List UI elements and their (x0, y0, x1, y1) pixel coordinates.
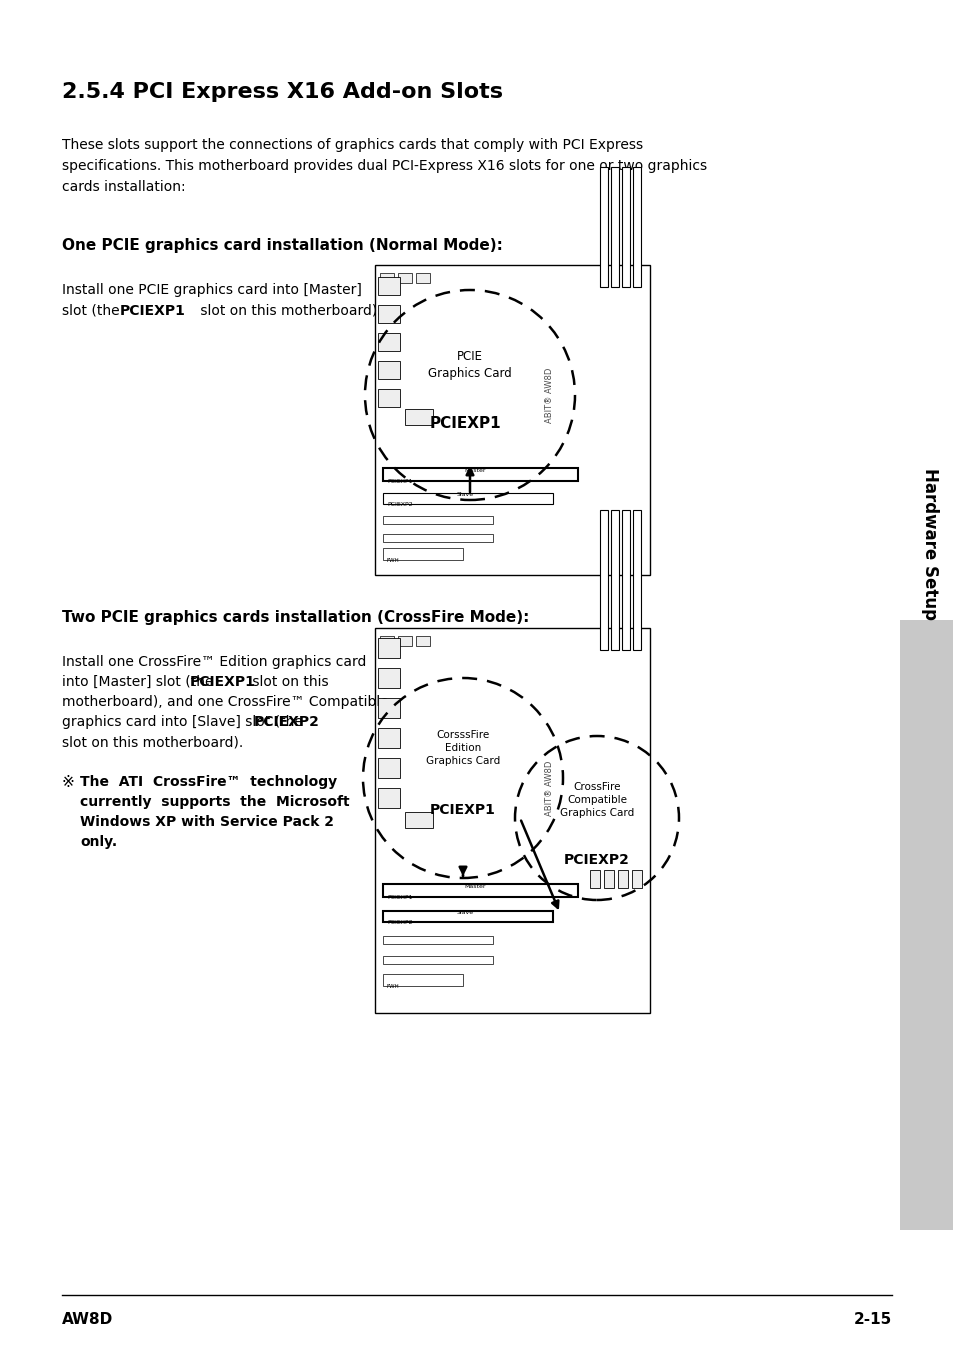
Text: PCIEXP2: PCIEXP2 (253, 715, 319, 729)
Text: The  ATI  CrossFire™  technology: The ATI CrossFire™ technology (80, 775, 336, 790)
Bar (405, 410, 433, 425)
Text: PCIEXP1: PCIEXP1 (120, 304, 186, 318)
Text: currently  supports  the  Microsoft: currently supports the Microsoft (80, 795, 349, 808)
Bar (899, 621, 953, 1230)
Text: These slots support the connections of graphics cards that comply with PCI Expre: These slots support the connections of g… (62, 138, 706, 195)
Text: 2-15: 2-15 (853, 1311, 891, 1328)
Bar (599, 168, 607, 287)
Bar (599, 510, 607, 650)
Text: PCIEXP1: PCIEXP1 (430, 803, 496, 817)
Text: PCIE
Graphics Card: PCIE Graphics Card (428, 350, 512, 380)
Text: ※: ※ (62, 775, 74, 790)
Text: PCIEXP1: PCIEXP1 (387, 479, 412, 484)
Text: Windows XP with Service Pack 2: Windows XP with Service Pack 2 (80, 815, 334, 829)
Text: Master: Master (464, 469, 485, 473)
Bar (631, 869, 641, 888)
Text: Install one PCIE graphics card into [Master]: Install one PCIE graphics card into [Mas… (62, 283, 361, 297)
Text: PCIEXP1: PCIEXP1 (429, 415, 500, 430)
Bar (633, 510, 640, 650)
Text: One PCIE graphics card installation (Normal Mode):: One PCIE graphics card installation (Nor… (62, 238, 502, 253)
Bar (375, 627, 649, 1013)
Bar (377, 698, 399, 718)
Text: FWH: FWH (387, 558, 399, 562)
Text: PCIEXP2: PCIEXP2 (563, 853, 629, 867)
Text: slot on this motherboard).: slot on this motherboard). (62, 735, 243, 749)
Bar (416, 635, 430, 646)
Bar (377, 333, 399, 352)
Text: PCIEXP2: PCIEXP2 (387, 502, 413, 507)
Bar (382, 973, 462, 986)
Text: 2.5.4 PCI Express X16 Add-on Slots: 2.5.4 PCI Express X16 Add-on Slots (62, 82, 502, 101)
Bar (379, 635, 394, 646)
Bar (610, 168, 618, 287)
Bar (621, 168, 629, 287)
Text: AW8D: AW8D (62, 1311, 113, 1328)
Bar (397, 635, 412, 646)
Bar (377, 668, 399, 688)
Bar (405, 813, 433, 827)
Text: into [Master] slot (the: into [Master] slot (the (62, 675, 217, 690)
Bar (377, 638, 399, 658)
Bar (382, 956, 493, 964)
Text: PCIEXP2: PCIEXP2 (387, 919, 413, 925)
Text: CrossFire
Compatible
Graphics Card: CrossFire Compatible Graphics Card (559, 781, 634, 818)
Bar (382, 936, 493, 944)
Text: graphics card into [Slave] slot (the: graphics card into [Slave] slot (the (62, 715, 307, 729)
Bar (610, 510, 618, 650)
Text: Install one CrossFire™ Edition graphics card: Install one CrossFire™ Edition graphics … (62, 654, 366, 669)
Text: PCIEXP1: PCIEXP1 (387, 895, 412, 900)
Text: slot on this: slot on this (248, 675, 328, 690)
Bar (377, 306, 399, 323)
Bar (377, 758, 399, 777)
Text: FWH: FWH (387, 984, 399, 990)
Bar (382, 493, 553, 504)
Text: CorsssFire
Edition
Graphics Card: CorsssFire Edition Graphics Card (425, 730, 499, 767)
Bar (375, 265, 649, 575)
Bar (382, 534, 493, 542)
Bar (618, 869, 627, 888)
Bar (382, 548, 462, 560)
Text: Hardware Setup: Hardware Setup (920, 468, 938, 621)
Text: Master: Master (464, 884, 485, 890)
Text: only.: only. (80, 836, 117, 849)
Bar (416, 273, 430, 283)
Bar (377, 389, 399, 407)
Text: Slave: Slave (456, 910, 473, 915)
Bar (621, 510, 629, 650)
Text: PCIEXP1: PCIEXP1 (190, 675, 255, 690)
Bar (382, 911, 553, 922)
Bar (603, 869, 614, 888)
Text: ABIT® AW8D: ABIT® AW8D (545, 368, 554, 423)
Text: Slave: Slave (456, 492, 473, 498)
Text: slot on this motherboard).: slot on this motherboard). (195, 304, 381, 318)
Bar (379, 273, 394, 283)
Bar (377, 361, 399, 379)
Text: Two PCIE graphics cards installation (CrossFire Mode):: Two PCIE graphics cards installation (Cr… (62, 610, 529, 625)
Bar (382, 516, 493, 525)
Bar (377, 788, 399, 808)
Bar (633, 168, 640, 287)
Bar (589, 869, 599, 888)
Bar (377, 277, 399, 295)
Bar (377, 727, 399, 748)
Text: ABIT® AW8D: ABIT® AW8D (545, 760, 554, 815)
Bar (397, 273, 412, 283)
Text: slot (the: slot (the (62, 304, 124, 318)
Bar (382, 884, 578, 896)
Bar (382, 468, 578, 481)
Text: motherboard), and one CrossFire™ Compatible: motherboard), and one CrossFire™ Compati… (62, 695, 388, 708)
